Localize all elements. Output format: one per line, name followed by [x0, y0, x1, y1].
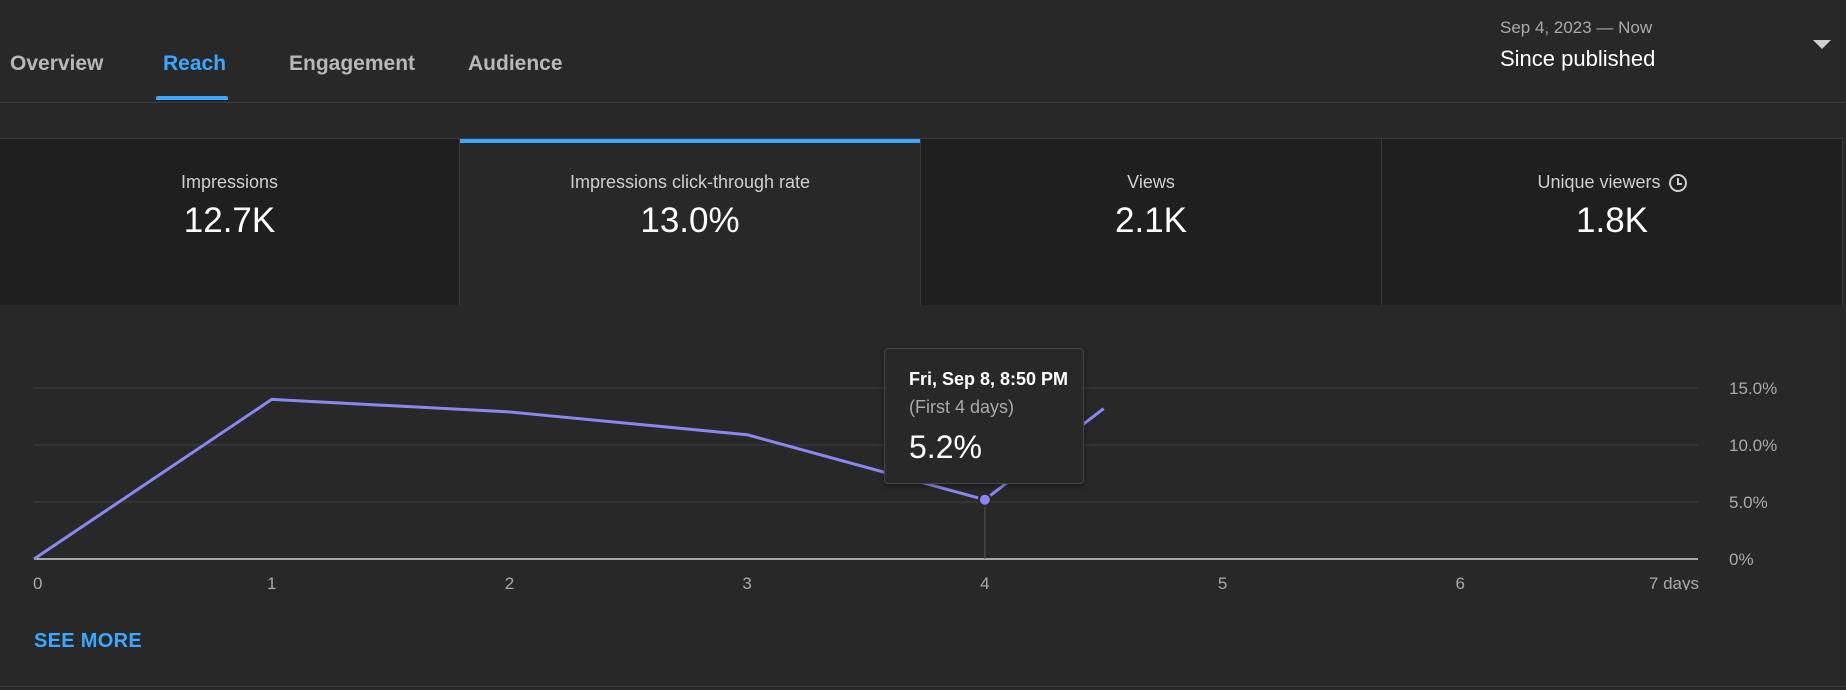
- metric-label: Impressions: [180, 172, 279, 192]
- tooltip-value: 5.2%: [909, 429, 982, 465]
- metric-value: 1.8K: [1576, 201, 1648, 240]
- see-more-link[interactable]: SEE MORE: [34, 630, 142, 652]
- date-range-text: Sep 4, 2023 — Now: [1500, 18, 1653, 37]
- tab-audience[interactable]: Audience: [468, 52, 563, 75]
- clock-icon: [1668, 174, 1687, 192]
- section-divider: [0, 686, 1846, 687]
- metric-card-views[interactable]: Views 2.1K: [921, 139, 1381, 305]
- x-tick-label: 5: [1218, 574, 1227, 590]
- tab-engagement[interactable]: Engagement: [289, 52, 416, 75]
- metric-value: 13.0%: [640, 201, 740, 240]
- chevron-down-icon[interactable]: [1813, 40, 1831, 49]
- active-tab-indicator: [156, 96, 228, 100]
- metric-cards: Impressions 12.7K Impressions click-thro…: [0, 138, 1843, 305]
- x-tick-label: 3: [742, 574, 751, 590]
- metric-value: 2.1K: [1115, 201, 1187, 240]
- metric-label: Views: [1127, 172, 1175, 192]
- y-tick-label: 5.0%: [1729, 493, 1768, 512]
- card-divider: [459, 139, 460, 305]
- analytics-tabs: Overview Reach Engagement Audience: [0, 0, 1846, 103]
- metric-card-unique-viewers[interactable]: Unique viewers 1.8K: [1382, 139, 1842, 305]
- y-tick-label: 10.0%: [1729, 436, 1777, 455]
- metric-label: Impressions click-through rate: [569, 172, 811, 192]
- date-range-selector[interactable]: Sep 4, 2023 — Now Since published: [1500, 18, 1846, 78]
- ctr-line-chart: 0% 5.0% 10.0% 15.0% 0 1 2 3 4 5 6 7 days: [33, 379, 1777, 590]
- y-tick-label: 0%: [1729, 550, 1754, 569]
- x-tick-label: 0: [33, 574, 42, 590]
- x-tick-label: 7 days: [1649, 574, 1699, 590]
- card-divider: [920, 139, 921, 305]
- x-tick-label: 2: [505, 574, 514, 590]
- metric-card-ctr[interactable]: Impressions click-through rate 13.0%: [460, 139, 920, 305]
- selected-card-indicator: [460, 139, 920, 143]
- date-range-selected: Since published: [1500, 46, 1656, 71]
- x-tick-label: 1: [267, 574, 276, 590]
- y-tick-label: 15.0%: [1729, 379, 1777, 398]
- tooltip-date: Fri, Sep 8, 8:50 PM: [909, 369, 1069, 389]
- x-tick-label: 4: [980, 574, 989, 590]
- metric-label: Unique viewers: [1537, 172, 1661, 192]
- x-tick-label: 6: [1456, 574, 1465, 590]
- tab-overview[interactable]: Overview: [10, 52, 104, 75]
- metric-value: 12.7K: [183, 201, 276, 240]
- chart-tooltip: Fri, Sep 8, 8:50 PM (First 4 days) 5.2%: [884, 348, 1084, 484]
- tooltip-period: (First 4 days): [909, 397, 1015, 417]
- highlight-point: [977, 492, 992, 507]
- metric-label-row: Unique viewers: [1382, 172, 1842, 193]
- card-divider: [1381, 139, 1382, 305]
- series-line: [33, 397, 1105, 561]
- metric-card-impressions[interactable]: Impressions 12.7K: [0, 139, 459, 305]
- tab-reach[interactable]: Reach: [163, 52, 227, 75]
